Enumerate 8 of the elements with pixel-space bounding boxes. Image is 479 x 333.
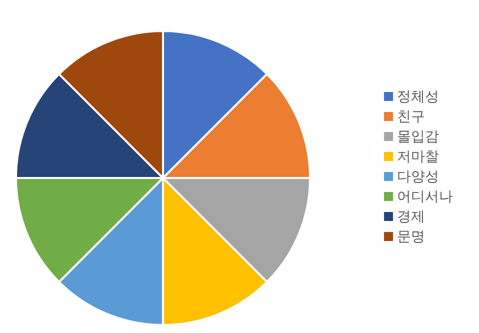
legend-label: 정체성 [397, 88, 439, 104]
legend-label: 경제 [397, 208, 425, 224]
legend-label: 어디서나 [397, 188, 453, 204]
legend-label: 몰입감 [397, 128, 439, 144]
legend-label: 친구 [397, 108, 425, 124]
legend-label: 다양성 [397, 168, 439, 184]
legend-label: 문명 [397, 228, 425, 244]
legend-label: 저마찰 [397, 148, 439, 164]
